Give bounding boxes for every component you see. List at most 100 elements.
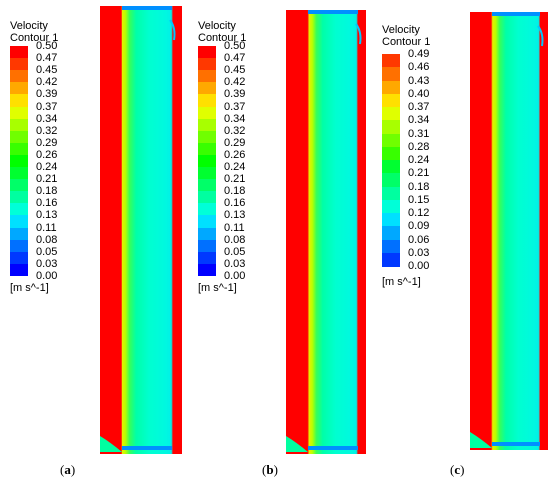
legend-swatch: [198, 46, 216, 59]
legend-title-velocity: Velocity: [198, 20, 236, 32]
caption-open: (: [450, 462, 455, 477]
legend-tick-label: 0.45: [224, 64, 246, 77]
legend-tick-label: 0.05: [224, 245, 246, 258]
legend-tick-label: 0.26: [36, 148, 58, 161]
legend-tick-label: 0.00: [36, 270, 58, 282]
legend-swatch: [198, 154, 216, 168]
legend-swatch: [382, 133, 400, 148]
legend-swatch: [198, 70, 216, 83]
legend-tick-label: 0.29: [224, 136, 246, 149]
legend-title-contour: Contour 1: [382, 36, 431, 48]
legend-tick-label: 0.34: [224, 112, 246, 125]
legend-tick-label: 0.34: [36, 112, 58, 125]
legend-tick-label: 0.34: [408, 114, 430, 127]
legend-swatch: [198, 167, 216, 180]
velocity-contour-c: [470, 12, 548, 450]
legend-tick-label: 0.26: [224, 148, 246, 161]
color-scale-a: 0.50 0.47 0.45 0.42 0.39 0.37 0.34 0.32 0.29 0.26…: [10, 40, 60, 282]
legend-tick-label: 0.15: [408, 193, 430, 206]
legend-tick-label: 0.21: [36, 173, 58, 186]
legend-swatch: [10, 70, 28, 83]
caption-close: ): [460, 462, 465, 477]
legend-tick-label: 0.18: [408, 180, 430, 193]
legend-swatch: [382, 160, 400, 174]
legend-swatch: [198, 130, 216, 144]
legend-tick-label: 0.42: [36, 76, 58, 89]
legend-tick-label: 0.21: [408, 167, 430, 180]
legend-swatch: [10, 167, 28, 180]
caption-letter: b: [266, 462, 274, 477]
legend-title-contour: Contour 1: [10, 32, 59, 44]
legend-tick-label: 0.37: [408, 101, 430, 113]
color-scale-b: 0.50 0.47 0.45 0.42 0.39 0.37 0.34 0.32 0.29 0.26…: [198, 40, 248, 282]
legend-swatch: [10, 239, 28, 253]
legend-swatch: [382, 54, 400, 68]
legend-tick-label: 0.45: [36, 64, 58, 77]
color-scale-c: 0.49 0.46 0.43 0.40 0.37 0.34 0.31 0.28 0.24 0.21…: [382, 48, 432, 272]
legend-tick-label: 0.32: [36, 124, 58, 137]
velocity-contour-a: [100, 6, 182, 454]
legend-tick-label: 0.13: [36, 209, 58, 222]
legend-swatch: [10, 263, 28, 277]
legend-tick-label: 0.49: [408, 48, 430, 60]
legend-swatch: [10, 46, 28, 59]
legend-tick-label: 0.28: [408, 140, 430, 153]
caption-letter: c: [454, 462, 461, 477]
legend-swatch: [198, 179, 216, 192]
legend-tick-label: 0.00: [408, 260, 430, 272]
legend-swatch: [382, 146, 400, 161]
legend-tick-label: 0.24: [224, 161, 246, 174]
legend-tick-label: 0.37: [36, 100, 58, 113]
legend-swatch: [198, 94, 216, 107]
legend-tick-label: 0.39: [36, 88, 58, 101]
legend-tick-label: 0.24: [408, 154, 430, 166]
legend-tick-label: 0.50: [36, 40, 58, 52]
legend-swatch: [10, 58, 28, 71]
legend-tick-label: 0.43: [408, 74, 430, 87]
legend-swatch: [198, 239, 216, 253]
legend-tick-label: 0.03: [224, 257, 246, 270]
legend-tick-label: 0.37: [224, 100, 246, 113]
legend-swatch: [198, 106, 216, 120]
legend-swatch: [10, 106, 28, 120]
legend-tick-label: 0.16: [224, 197, 246, 210]
legend-tick-label: 0.08: [36, 233, 58, 246]
legend-tick-label: 0.00: [224, 270, 246, 282]
legend-swatch: [382, 67, 400, 81]
legend-tick-label: 0.24: [36, 161, 58, 174]
legend-swatch: [198, 118, 216, 132]
legend-swatch: [382, 120, 400, 134]
legend-tick-label: 0.11: [36, 221, 57, 234]
legend-swatch: [382, 186, 400, 201]
legend-tick-label: 0.46: [408, 61, 430, 74]
legend-swatch: [382, 226, 400, 240]
legend-swatch: [10, 227, 28, 241]
legend-swatch: [382, 199, 400, 214]
caption-open: (: [60, 462, 65, 477]
caption-letter: a: [64, 462, 71, 477]
legend-tick-label: 0.39: [224, 88, 246, 101]
unit-label-b: [m s^-1]: [198, 282, 237, 294]
legend-swatch: [382, 80, 400, 95]
legend-tick-label: 0.16: [36, 197, 58, 210]
legend-c: Velocity Contour 1: [382, 24, 430, 48]
legend-swatch: [198, 203, 216, 216]
legend-tick-label: 0.21: [224, 173, 246, 186]
unit-label-a: [m s^-1]: [10, 282, 49, 294]
legend-title-velocity: Velocity: [10, 20, 48, 32]
legend-swatch: [10, 154, 28, 168]
legend-title-velocity: Velocity: [382, 24, 420, 36]
caption-close: ): [70, 462, 76, 477]
legend-swatch: [382, 239, 400, 254]
legend-swatch: [198, 251, 216, 265]
legend-swatch: [10, 142, 28, 156]
caption-c: (c): [450, 462, 464, 478]
caption-b: (b): [262, 462, 278, 478]
legend-tick-label: 0.06: [408, 233, 430, 246]
legend-tick-label: 0.12: [408, 207, 430, 219]
legend-tick-label: 0.13: [224, 209, 246, 222]
legend-tick-label: 0.29: [36, 136, 58, 149]
legend-tick-label: 0.47: [36, 52, 58, 65]
legend-swatch: [10, 215, 28, 229]
legend-title-contour: Contour 1: [198, 32, 247, 44]
